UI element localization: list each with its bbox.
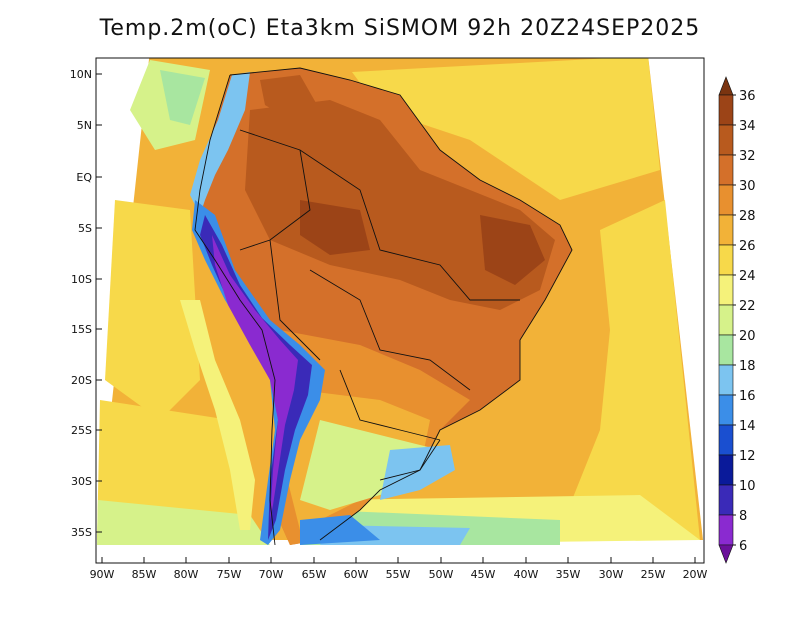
- lat-label: EQ: [76, 171, 92, 184]
- temperature-field: [97, 58, 703, 545]
- pacific-coast: [194, 74, 276, 546]
- lon-label: 25W: [641, 568, 666, 581]
- lon-label: 75W: [217, 568, 242, 581]
- colorbar-swatch: [718, 304, 734, 336]
- lat-label: 5S: [78, 222, 92, 235]
- patagonia-cold: [300, 515, 380, 545]
- lon-label: 50W: [429, 568, 454, 581]
- lat-label: 10S: [71, 273, 92, 286]
- colorbar-swatch: [718, 124, 734, 156]
- colorbar-label: 28: [739, 209, 756, 224]
- colorbar-swatch: [718, 184, 734, 216]
- lon-label: 55W: [386, 568, 411, 581]
- northeast-hottest: [480, 215, 545, 285]
- colorbar-label: 10: [739, 479, 756, 494]
- lat-label: 25S: [71, 424, 92, 437]
- colorbar-swatch: [718, 94, 734, 126]
- map-title: Temp.2m(oC) Eta3km SiSMOM 92h 20Z24SEP20…: [99, 16, 701, 41]
- lon-label: 35W: [556, 568, 581, 581]
- atlantic-north-yellow: [352, 58, 660, 200]
- lon-label: 40W: [514, 568, 539, 581]
- colorbar-label: 12: [739, 449, 756, 464]
- rio-grande-cool: [380, 445, 455, 500]
- atlantic-east-yellow: [560, 200, 700, 540]
- colorbar-label: 8: [739, 509, 747, 524]
- colorbar-swatch: [718, 484, 734, 516]
- pacific-north-cool: [160, 70, 205, 125]
- colorbar-swatch: [718, 154, 734, 186]
- colorbar-label: 24: [739, 269, 756, 284]
- border-uruguay: [379, 439, 441, 481]
- border-bolivia: [269, 239, 321, 361]
- border-brazil-bolivia: [309, 269, 471, 391]
- colorbar-label: 32: [739, 149, 756, 164]
- chile-coast-cool: [180, 300, 255, 530]
- colorbar-label: 20: [739, 329, 756, 344]
- colorbar-swatch: [718, 394, 734, 426]
- lon-label: 90W: [90, 568, 115, 581]
- pacific-south-green: [97, 500, 270, 545]
- colorbar-swatch: [718, 454, 734, 486]
- colorbar: 36 34 32 30 28 26 24 22 20 18 16 14 12 10 8 6: [718, 76, 756, 564]
- lat-label: 20S: [71, 374, 92, 387]
- colorbar-label: 34: [739, 119, 756, 134]
- plot-frame: [95, 57, 705, 564]
- andes-peak-violet: [212, 235, 298, 520]
- lat-label: 10N: [70, 68, 92, 81]
- lon-label: 60W: [344, 568, 369, 581]
- continent-cool-south: [300, 420, 440, 510]
- colorbar-label: 14: [739, 419, 756, 434]
- lon-label: 20W: [683, 568, 708, 581]
- lon-label: 45W: [471, 568, 496, 581]
- lon-label: 65W: [302, 568, 327, 581]
- lat-ticks: [96, 73, 102, 533]
- pacific-mid-yellow: [105, 200, 200, 420]
- colorbar-label: 26: [739, 239, 756, 254]
- lon-labels: 90W 85W 80W 75W 70W 65W 60W 55W 50W 45W …: [90, 568, 708, 581]
- border-paraguay: [339, 369, 441, 441]
- colorbar-bottom-arrow: [718, 544, 734, 564]
- colorbar-swatch: [718, 274, 734, 306]
- colorbar-label: 22: [739, 299, 756, 314]
- amazon-very-hot: [245, 100, 555, 310]
- colorbar-label: 36: [739, 89, 756, 104]
- lon-ticks: [101, 557, 696, 563]
- lat-label: 15S: [71, 323, 92, 336]
- venezuela-very-hot: [260, 75, 320, 120]
- lat-label: 35S: [71, 526, 92, 539]
- colorbar-top-arrow: [718, 76, 734, 96]
- colorbar-swatch: [718, 244, 734, 276]
- colorbar-label: 6: [739, 539, 747, 554]
- colorbar-swatch: [718, 334, 734, 366]
- colorbar-swatch: [718, 364, 734, 396]
- coastlines: [194, 67, 573, 546]
- border-peru: [239, 149, 311, 251]
- colorbar-swatch: [718, 514, 734, 546]
- lat-label: 5N: [77, 119, 92, 132]
- colorbar-swatch: [718, 214, 734, 246]
- lon-label: 85W: [132, 568, 157, 581]
- colorbar-swatch: [718, 424, 734, 456]
- lon-label: 80W: [174, 568, 199, 581]
- colorbar-label: 30: [739, 179, 756, 194]
- lat-labels: 10N 5N EQ 5S 10S 15S 20S 25S 30S 35S: [70, 68, 93, 539]
- lon-label: 70W: [259, 568, 284, 581]
- amazon-hottest: [300, 200, 370, 255]
- lon-label: 30W: [599, 568, 624, 581]
- lat-label: 30S: [71, 475, 92, 488]
- atlantic-coast: [229, 67, 573, 541]
- colorbar-label: 18: [739, 359, 756, 374]
- colorbar-label: 16: [739, 389, 756, 404]
- andes-north-cold: [190, 72, 250, 215]
